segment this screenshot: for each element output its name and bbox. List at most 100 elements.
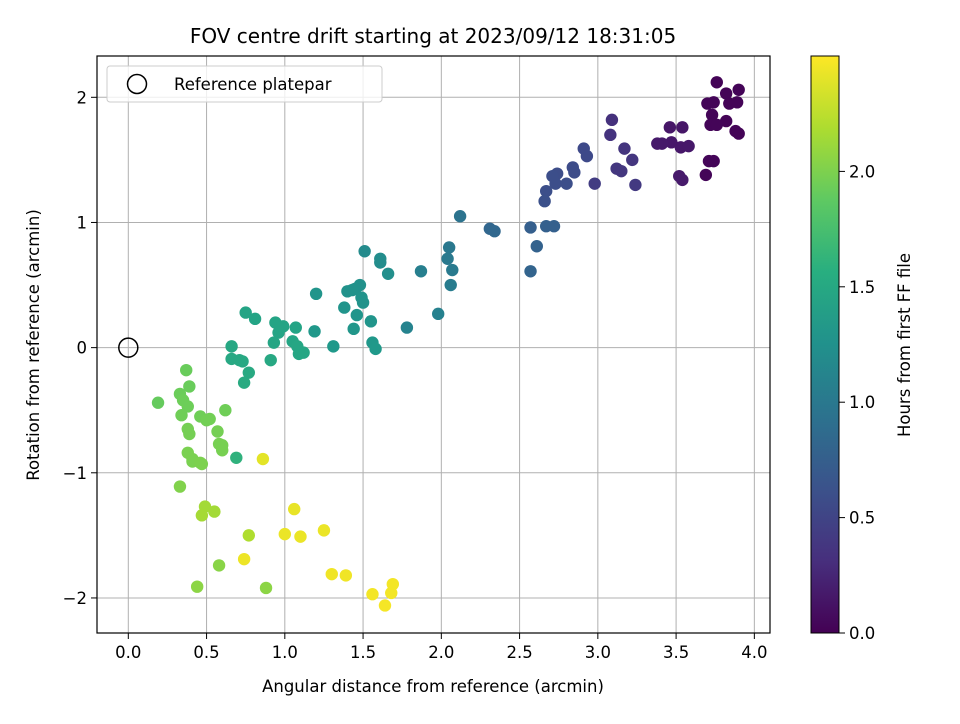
grid-lines [97,56,770,633]
data-point [358,245,371,258]
data-point [730,96,744,109]
data-point [347,322,360,336]
data-point [431,307,445,321]
colorbar-tick-label: 1.0 [849,393,875,412]
data-point [719,114,733,128]
y-axis-ticks: −2 −1 0 1 2 [63,88,97,608]
data-point [446,263,459,277]
data-point [665,136,678,149]
legend: Reference platepar [106,65,383,103]
y-tick-label: 0 [77,339,88,358]
x-axis-ticks: 0.0 0.5 1.0 1.5 2.0 2.5 3.0 3.5 4.0 [115,633,767,662]
data-point [374,256,387,269]
x-tick-label: 4.0 [741,643,767,662]
data-point [385,586,398,600]
data-point [267,336,281,349]
data-point [183,380,196,393]
data-point [568,166,581,179]
plot-frame [96,55,771,634]
data-point [676,121,689,134]
y-axis-label: Rotation from reference (arcmin) [24,209,43,481]
data-point [682,139,695,153]
x-tick-label: 0.0 [115,643,141,662]
data-point [676,173,689,187]
reference-platepar-marker [118,337,139,358]
data-point [237,552,251,566]
data-point [236,355,249,368]
data-point [292,347,306,361]
colorbar-tick-label: 0.0 [849,624,875,643]
data-point [629,178,642,192]
data-point [539,184,553,198]
data-point [524,221,537,234]
data-point [710,118,723,132]
data-point [538,194,551,208]
data-point [707,96,720,109]
data-point [366,587,379,601]
data-point [317,524,331,537]
data-point [239,306,252,319]
data-point [356,296,370,309]
x-tick-label: 3.5 [663,643,689,662]
data-point [216,444,229,457]
data-point [151,396,165,409]
y-tick-label: 1 [77,213,88,232]
data-point [530,240,543,253]
data-point [219,404,232,417]
data-point [309,287,323,301]
data-point [325,567,338,581]
data-point [547,220,561,233]
data-point [175,409,188,422]
data-points [151,76,745,612]
data-point [211,425,224,438]
colorbar-ticks: 0.0 0.5 1.0 1.5 2.0 [839,162,875,643]
data-point [381,267,395,280]
data-point [699,168,713,182]
chart-title: FOV centre drift starting at 2023/09/12 … [190,24,676,48]
x-tick-label: 3.0 [585,643,611,662]
data-point [195,457,209,471]
data-point [732,83,745,96]
data-point [524,265,537,278]
legend-box [106,65,383,103]
y-tick-label: 2 [77,88,88,107]
data-point [442,241,456,254]
data-point [618,142,631,155]
data-point [308,325,321,338]
colorbar: 0.0 0.5 1.0 1.5 2.0 Hours from first FF file [810,55,914,643]
data-point [173,480,187,493]
data-point [605,113,619,127]
data-point [190,580,204,593]
y-tick-label: −1 [63,464,87,483]
colorbar-tick-label: 2.0 [849,162,875,181]
data-point [560,177,573,190]
data-point [327,340,340,353]
data-point [200,414,213,427]
plot-background [97,56,770,633]
data-point [364,315,378,328]
data-point [414,265,428,278]
data-point [663,121,677,134]
data-point [278,527,292,541]
data-point [707,154,720,168]
data-point [242,366,256,379]
data-point [350,308,364,322]
data-point [183,427,196,441]
data-point [208,505,221,518]
colorbar-tick-label: 1.5 [849,278,875,297]
x-tick-label: 2.5 [506,643,532,662]
colorbar-label: Hours from first FF file [895,253,914,437]
data-point [604,128,617,142]
colorbar-gradient [811,56,839,633]
data-point [341,285,354,298]
data-point [580,149,594,163]
data-point [212,559,226,572]
data-point [181,400,194,413]
data-point [195,509,209,522]
data-point [339,569,353,582]
data-point [488,225,501,238]
data-point [237,376,251,389]
data-point [651,137,664,150]
data-point [400,321,414,334]
x-tick-label: 0.5 [193,643,219,662]
